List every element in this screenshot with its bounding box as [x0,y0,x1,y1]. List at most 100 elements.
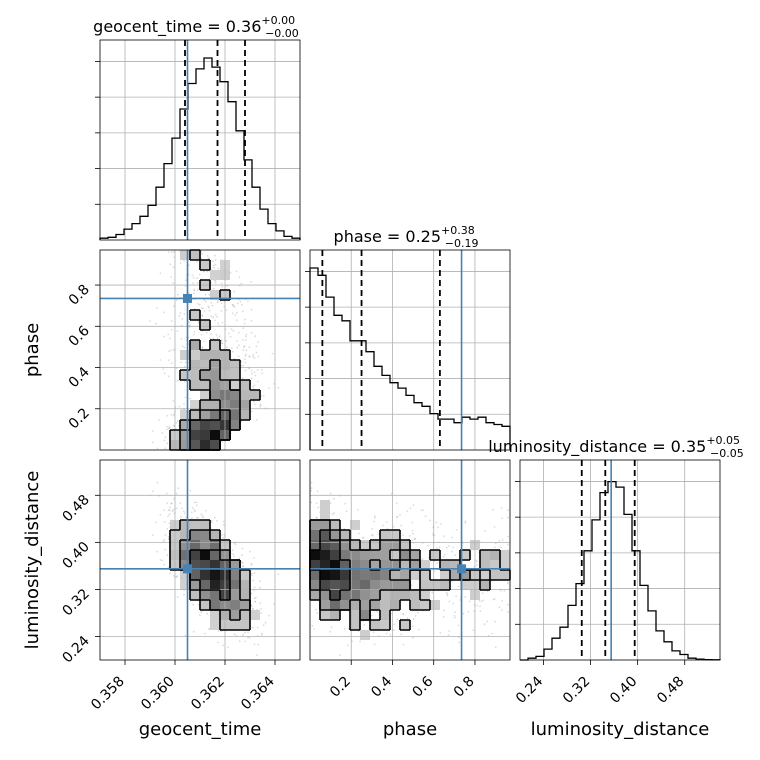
sample-point [217,641,219,644]
density-cell [370,620,380,630]
sample-point [238,276,241,279]
density-cell [250,610,260,620]
sample-point [191,506,194,509]
density-cell [210,400,220,410]
sample-point [168,350,170,353]
sample-point [167,515,170,517]
sample-point [166,425,169,428]
sample-point [178,405,181,408]
sample-point [167,333,170,336]
sample-point [277,573,280,575]
density-cell [330,580,340,590]
sample-point [207,305,210,308]
sample-point [252,626,254,629]
density-cell [320,550,330,560]
density-cell [310,520,320,530]
density-cell [230,570,240,580]
sample-point [152,490,154,493]
sample-point [190,511,193,514]
sample-point [162,368,165,370]
sample-point [408,535,411,537]
sample-point [210,521,213,524]
density-cell [380,620,390,630]
sample-point [200,333,203,336]
density-cell [320,600,330,610]
sample-point [491,632,494,635]
sample-point [241,303,243,306]
sample-point [221,285,224,288]
sample-point [172,575,175,577]
sample-point [329,630,332,633]
sample-point [161,432,164,434]
sample-point [486,620,489,623]
sample-point [211,519,213,522]
sample-point [159,559,162,561]
density-cell [210,420,220,430]
sample-point [351,640,353,642]
truth-marker [457,564,467,574]
panel-hist-luminosity_distance [519,459,721,661]
sample-point [208,257,210,260]
sample-point [329,502,332,505]
density-cell [340,540,350,550]
density-cell [350,590,360,600]
density-cell [310,550,320,560]
density-cell [420,600,430,610]
histogram-phase [309,267,511,450]
density-cell [410,570,420,580]
sample-point [412,618,415,620]
sample-point [195,504,198,507]
sample-point [446,546,448,549]
sample-point [212,287,215,290]
density-cell [240,580,250,590]
sample-point [238,557,241,560]
sample-point [196,260,198,263]
density-cell [190,410,200,420]
sample-point [220,310,223,312]
density-cell [430,580,440,590]
sample-point [464,596,467,598]
sample-point [176,420,179,422]
sample-point [170,362,173,365]
sample-point [205,509,207,512]
sample-point [238,331,240,334]
x-axis-label-luminosity_distance: luminosity_distance [531,719,710,740]
density-cell [310,540,320,550]
sample-point [195,501,198,504]
density-cell [420,580,430,590]
sample-point [159,272,162,275]
sample-point [448,600,451,603]
sample-point [242,346,245,348]
sample-point [184,361,187,364]
density-cell [240,600,250,610]
density-cell [200,600,210,610]
sample-point [173,251,176,254]
density-cell [370,560,380,570]
sample-point [172,282,175,284]
sample-point [181,345,184,348]
sample-point [245,339,247,342]
sample-point [370,614,373,617]
sample-point [176,507,178,510]
density-cell [240,380,250,390]
sample-point [253,586,256,589]
sample-point [164,436,167,439]
sample-point [347,627,350,630]
sample-point [156,447,159,450]
sample-point [437,526,439,529]
density-cell [340,560,350,570]
sample-point [359,640,361,643]
sample-point [231,549,234,552]
sample-point [424,515,427,517]
sample-point [192,630,195,633]
x-tick-label: 0.48 [654,674,687,707]
density-cell [340,590,350,600]
density-cell [200,430,210,440]
sample-point [262,624,265,626]
density-cell [360,550,370,560]
sample-point [200,611,203,614]
sample-point [213,279,216,282]
density-cell [180,250,190,260]
sample-point [237,344,240,347]
sample-point [154,322,157,325]
